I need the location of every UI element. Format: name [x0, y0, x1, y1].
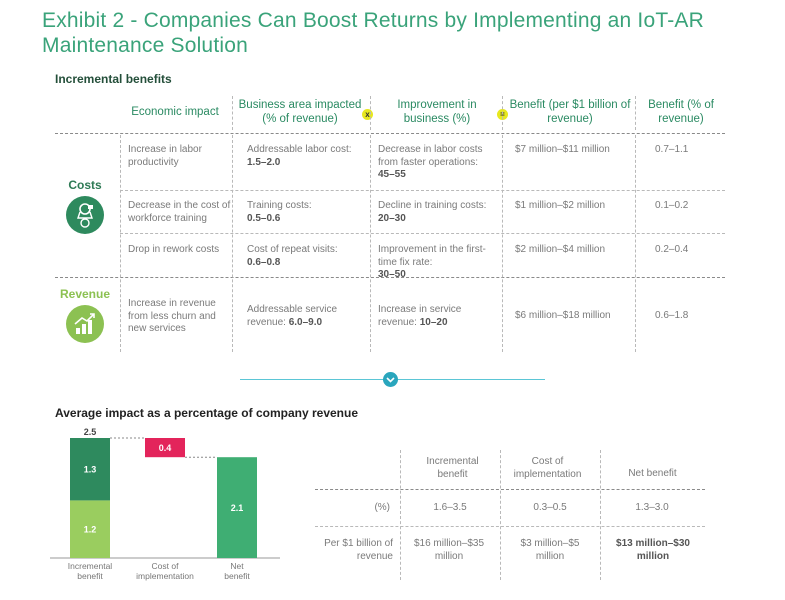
category-label: Cost of implementation	[136, 561, 194, 581]
header-divider	[635, 96, 636, 130]
group-label-revenue: Revenue	[59, 287, 111, 301]
row-divider	[120, 190, 725, 191]
header-divider	[502, 96, 503, 130]
row4-impact: Increase in revenue from less churn and …	[128, 298, 216, 334]
summary-row-label-pct: (%)	[374, 502, 390, 513]
data-label: 0.4	[159, 443, 172, 453]
revenue-icon	[66, 305, 104, 343]
times-icon: x	[362, 109, 373, 120]
row4-benefit: $6 million–$18 million	[515, 310, 611, 321]
summary-pct-incremental: 1.6–3.5	[433, 502, 467, 513]
summary-header-line	[315, 489, 705, 490]
category-label: Net benefit	[224, 561, 250, 581]
row2-area: Training costs: 0.5–0.6	[247, 200, 312, 224]
chevron-down-icon[interactable]	[383, 372, 398, 387]
column-divider	[232, 135, 233, 352]
row1-benefit-pct: 0.7–1.1	[655, 144, 689, 155]
summary-pct-net: 1.3–3.0	[635, 502, 669, 513]
row2-improvement: Decline in training costs: 20–30	[378, 200, 487, 224]
row3-benefit: $2 million–$4 million	[515, 244, 606, 255]
table-top-line	[55, 133, 725, 134]
summary-pct-cost: 0.3–0.5	[533, 502, 567, 513]
summary-header-net: Net benefit	[628, 468, 677, 479]
row1-improvement: Decrease in labor costs from faster oper…	[378, 144, 483, 180]
total-label: 2.5	[84, 427, 97, 437]
section-title-incremental-benefits: Incremental benefits	[55, 72, 172, 86]
row2-benefit-pct: 0.1–0.2	[655, 200, 689, 211]
row3-impact: Drop in rework costs	[128, 244, 220, 255]
category-label: Incremental benefit	[68, 561, 113, 581]
row2-benefit: $1 million–$2 million	[515, 200, 606, 211]
row3-benefit-pct: 0.2–0.4	[655, 244, 689, 255]
header-benefit-pct: Benefit (% of revenue)	[648, 99, 714, 125]
summary-per-billion-cost: $3 million–$5 million	[520, 538, 580, 562]
summary-per-billion-net: $13 million–$30 million	[616, 538, 690, 562]
bar-segment	[70, 438, 110, 501]
summary-row-label-per-billion: Per $1 billion of revenue	[324, 538, 393, 562]
summary-divider	[600, 450, 601, 580]
column-divider	[370, 135, 371, 352]
header-benefit: Benefit (per $1 billion of revenue)	[509, 99, 631, 125]
header-divider	[370, 96, 371, 130]
bar-segment	[70, 500, 110, 558]
row3-improvement: Improvement in the first-time fix rate: 3…	[378, 244, 486, 280]
summary-header-cost: Cost of implementation	[513, 456, 582, 480]
summary-row-line	[315, 526, 705, 527]
row-divider	[120, 233, 725, 234]
row2-impact: Decrease in the cost of workforce traini…	[128, 200, 231, 224]
data-label: 2.1	[231, 503, 244, 513]
header-economic-impact: Economic impact	[131, 106, 219, 118]
bar-segment	[217, 457, 257, 558]
summary-divider	[400, 450, 401, 580]
header-divider	[232, 96, 233, 130]
data-label: 1.3	[84, 465, 97, 475]
row1-benefit: $7 million–$11 million	[515, 144, 610, 155]
column-divider	[120, 135, 121, 352]
section-title-average-impact: Average impact as a percentage of compan…	[55, 406, 359, 420]
costs-revenue-divider	[55, 277, 725, 278]
row1-area: Addressable labor cost: 1.5–2.0	[247, 144, 352, 168]
costs-icon	[66, 196, 104, 234]
column-divider	[502, 135, 503, 352]
summary-divider	[500, 450, 501, 580]
header-business-area: Business area impacted (% of revenue)	[238, 99, 362, 125]
header-improvement: Improvement in business (%)	[397, 99, 477, 125]
waterfall-chart: 1.2 1.3 0.4 2.1 2.5 Incremental benefit Cost of…	[50, 427, 280, 581]
bar-segment	[145, 438, 185, 458]
row1-impact: Increase in labor productivity	[128, 144, 202, 168]
column-divider	[635, 135, 636, 352]
page-title: Exhibit 2 - Companies Can Boost Returns …	[42, 9, 704, 57]
row3-area: Cost of repeat visits: 0.6–0.8	[247, 244, 338, 268]
group-label-costs: Costs	[68, 178, 102, 192]
row4-benefit-pct: 0.6–1.8	[655, 310, 689, 321]
summary-per-billion-incremental: $16 million–$35 million	[413, 538, 485, 562]
data-label: 1.2	[84, 525, 97, 535]
row4-area: Addressable service revenue: 6.0–9.0	[247, 304, 338, 328]
summary-header-incremental: Incremental benefit	[426, 456, 479, 480]
row4-improvement: Increase in service revenue: 10–20	[378, 304, 462, 328]
